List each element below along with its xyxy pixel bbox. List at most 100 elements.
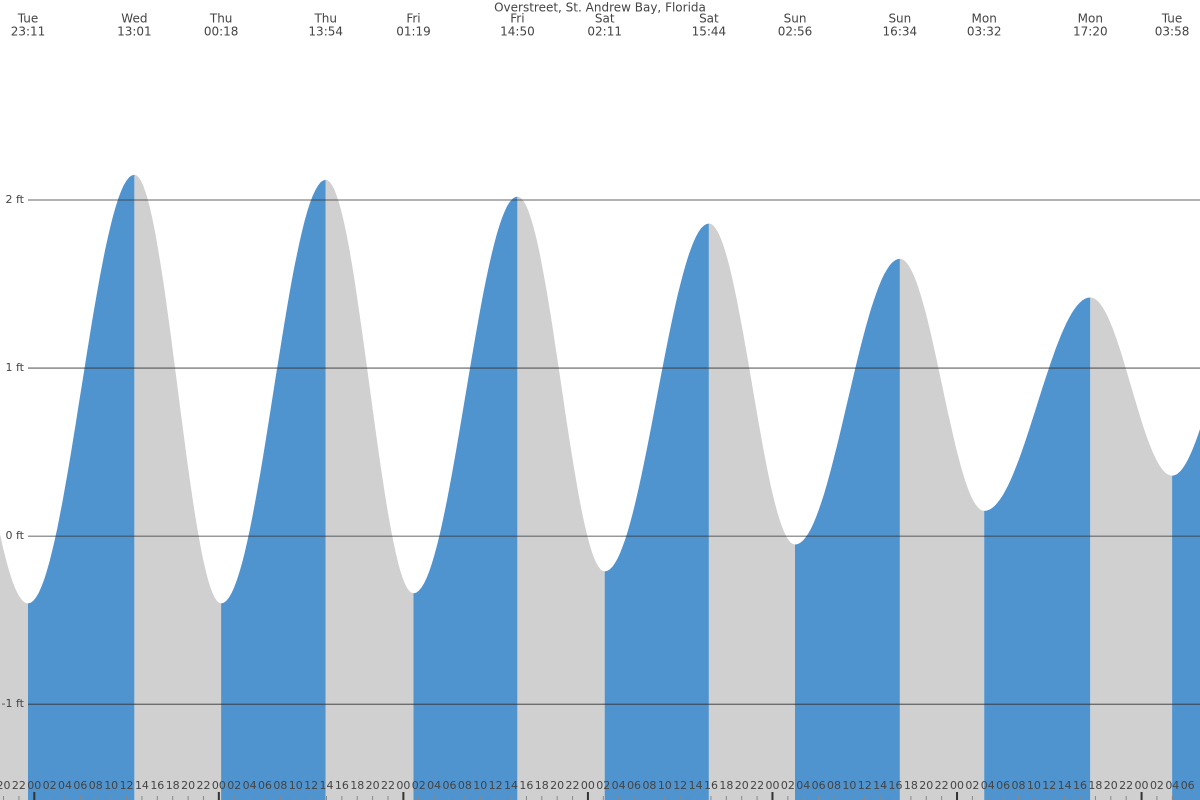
x-tick-label: 16	[889, 779, 903, 792]
x-tick-label: 20	[366, 779, 380, 792]
x-tick-label: 16	[150, 779, 164, 792]
event-day: Thu	[313, 12, 337, 26]
event-day: Thu	[209, 12, 233, 26]
x-tick-label: 12	[673, 779, 687, 792]
event-time: 23:11	[11, 25, 46, 39]
y-tick-label: 1 ft	[6, 361, 25, 374]
x-tick-label: 14	[1058, 779, 1072, 792]
x-tick-label: 02	[43, 779, 57, 792]
tide-area	[604, 223, 709, 800]
x-tick-label: 12	[120, 779, 134, 792]
x-tick-label: 06	[627, 779, 641, 792]
x-tick-label: 04	[612, 779, 626, 792]
event-time: 16:34	[883, 25, 918, 39]
x-tick-label: 14	[135, 779, 149, 792]
tide-area	[221, 179, 326, 800]
x-tick-label: 00	[396, 779, 410, 792]
y-tick-label: 0 ft	[6, 529, 25, 542]
x-tick-label: 12	[1042, 779, 1056, 792]
x-tick-label: 04	[243, 779, 257, 792]
x-tick-label: 10	[1027, 779, 1041, 792]
x-tick-label: 22	[1119, 779, 1133, 792]
event-day: Tue	[1161, 12, 1183, 26]
event-time: 14:50	[500, 25, 535, 39]
event-time: 13:54	[308, 25, 343, 39]
x-tick-label: 10	[104, 779, 118, 792]
x-tick-label: 14	[504, 779, 518, 792]
tide-area	[1172, 429, 1200, 800]
tide-area	[1090, 297, 1173, 800]
x-tick-label: 14	[689, 779, 703, 792]
x-tick-label: 18	[166, 779, 180, 792]
x-tick-label: 14	[319, 779, 333, 792]
x-tick-label: 02	[596, 779, 610, 792]
event-day: Fri	[510, 12, 524, 26]
event-day: Mon	[972, 12, 997, 26]
tide-area	[325, 179, 414, 800]
event-day: Sat	[699, 12, 719, 26]
x-tick-label: 20	[919, 779, 933, 792]
x-tick-label: 00	[950, 779, 964, 792]
event-time: 13:01	[117, 25, 152, 39]
event-day: Mon	[1078, 12, 1103, 26]
x-tick-label: 04	[796, 779, 810, 792]
x-tick-label: 04	[427, 779, 441, 792]
event-day: Sun	[888, 12, 911, 26]
x-tick-label: 18	[719, 779, 733, 792]
x-tick-label: 20	[0, 779, 11, 792]
tide-area	[517, 196, 605, 800]
event-time: 03:32	[967, 25, 1002, 39]
x-tick-label: 16	[1073, 779, 1087, 792]
event-day: Tue	[17, 12, 39, 26]
event-time: 02:56	[778, 25, 813, 39]
tide-area	[795, 258, 900, 800]
event-time: 02:11	[587, 25, 622, 39]
x-tick-label: 20	[1104, 779, 1118, 792]
x-tick-label: 22	[750, 779, 764, 792]
x-tick-label: 00	[212, 779, 226, 792]
x-tick-label: 08	[89, 779, 103, 792]
x-tick-label: 10	[473, 779, 487, 792]
x-tick-label: 04	[981, 779, 995, 792]
x-tick-label: 20	[181, 779, 195, 792]
x-tick-label: 08	[827, 779, 841, 792]
x-tick-label: 12	[304, 779, 318, 792]
x-tick-label: 06	[812, 779, 826, 792]
x-tick-label: 08	[458, 779, 472, 792]
x-tick-label: 02	[412, 779, 426, 792]
x-tick-label: 22	[566, 779, 580, 792]
x-tick-label: 12	[858, 779, 872, 792]
tide-area	[899, 258, 985, 800]
event-time: 17:20	[1073, 25, 1108, 39]
tide-area	[984, 297, 1091, 800]
x-tick-label: 22	[935, 779, 949, 792]
x-tick-label: 10	[289, 779, 303, 792]
y-tick-label: 2 ft	[6, 193, 25, 206]
x-tick-label: 16	[704, 779, 718, 792]
x-tick-label: 00	[765, 779, 779, 792]
x-tick-label: 06	[258, 779, 272, 792]
tide-area	[413, 196, 518, 800]
x-tick-label: 10	[658, 779, 672, 792]
event-day: Sat	[595, 12, 615, 26]
x-tick-label: 04	[58, 779, 72, 792]
x-tick-label: 06	[1181, 779, 1195, 792]
x-tick-label: 22	[196, 779, 210, 792]
x-tick-label: 08	[273, 779, 287, 792]
x-tick-label: 00	[27, 779, 41, 792]
y-tick-label: -1 ft	[2, 697, 25, 710]
event-time: 00:18	[204, 25, 239, 39]
x-tick-label: 00	[1135, 779, 1149, 792]
event-day: Fri	[406, 12, 420, 26]
x-tick-label: 10	[842, 779, 856, 792]
event-time: 15:44	[692, 25, 727, 39]
x-tick-label: 18	[350, 779, 364, 792]
x-tick-label: 20	[735, 779, 749, 792]
x-tick-label: 20	[550, 779, 564, 792]
event-time: 03:58	[1155, 25, 1190, 39]
x-tick-label: 08	[1012, 779, 1026, 792]
x-tick-label: 16	[335, 779, 349, 792]
x-tick-label: 02	[781, 779, 795, 792]
